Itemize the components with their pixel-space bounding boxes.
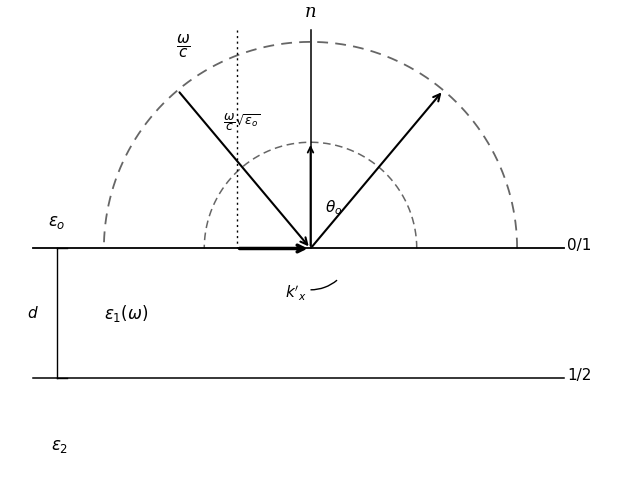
Text: $\varepsilon_1(\omega)$: $\varepsilon_1(\omega)$ bbox=[104, 303, 148, 324]
Text: $\theta_o$: $\theta_o$ bbox=[325, 198, 343, 217]
Text: $\varepsilon_2$: $\varepsilon_2$ bbox=[51, 437, 68, 455]
Text: $d$: $d$ bbox=[27, 305, 39, 321]
Text: $k'_x$: $k'_x$ bbox=[285, 284, 307, 303]
Text: 1/2: 1/2 bbox=[567, 368, 592, 383]
Text: $\varepsilon_o$: $\varepsilon_o$ bbox=[48, 213, 65, 231]
Text: n: n bbox=[305, 3, 316, 21]
Text: $\dfrac{\omega}{c}$: $\dfrac{\omega}{c}$ bbox=[176, 33, 191, 60]
Text: $\dfrac{\omega}{c}\sqrt{\varepsilon_o}$: $\dfrac{\omega}{c}\sqrt{\varepsilon_o}$ bbox=[223, 111, 260, 133]
Text: 0/1: 0/1 bbox=[567, 238, 592, 253]
